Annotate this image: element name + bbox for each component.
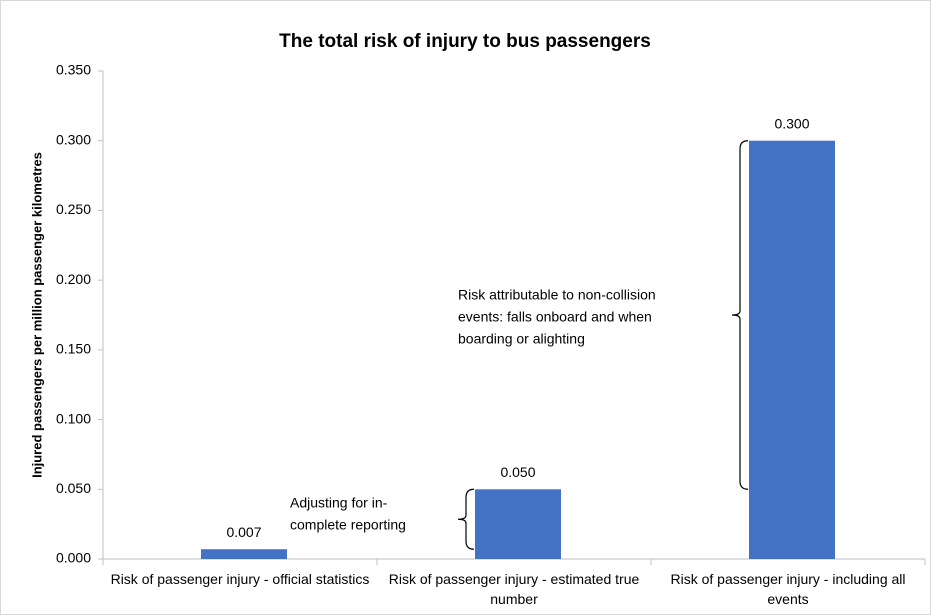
y-tick-label: 0.200: [56, 271, 91, 287]
chart-title: The total risk of injury to bus passenge…: [279, 31, 651, 52]
annotation: Risk attributable to non-collision: [458, 287, 656, 303]
annotation: Adjusting for in-: [290, 495, 388, 511]
annotation: boarding or alighting: [458, 331, 585, 347]
y-tick-label: 0.350: [56, 62, 91, 78]
data-label: 0.007: [226, 524, 261, 540]
annotation: complete reporting: [290, 517, 406, 533]
y-tick-label: 0.050: [56, 480, 91, 496]
y-tick-label: 0.250: [56, 201, 91, 217]
y-axis-label: Injured passengers per million passenger…: [29, 152, 44, 478]
y-tick-label: 0.100: [56, 410, 91, 426]
bar: [475, 489, 561, 559]
x-tick-label: Risk of passenger injury - official stat…: [110, 571, 370, 587]
annotation: events: falls onboard and when: [458, 309, 652, 325]
y-tick-label: 0.150: [56, 341, 91, 357]
y-tick-label: 0.300: [56, 131, 91, 147]
x-tick-label: Risk of passenger injury - estimated tru…: [388, 571, 640, 607]
bar: [749, 140, 835, 559]
brace: [457, 488, 475, 550]
bar: [201, 549, 287, 559]
data-label: 0.300: [774, 115, 809, 131]
brace: [731, 140, 749, 490]
y-tick-label: 0.000: [56, 550, 91, 566]
x-tick-label: Risk of passenger injury - including all…: [670, 571, 906, 607]
data-label: 0.050: [500, 464, 535, 480]
